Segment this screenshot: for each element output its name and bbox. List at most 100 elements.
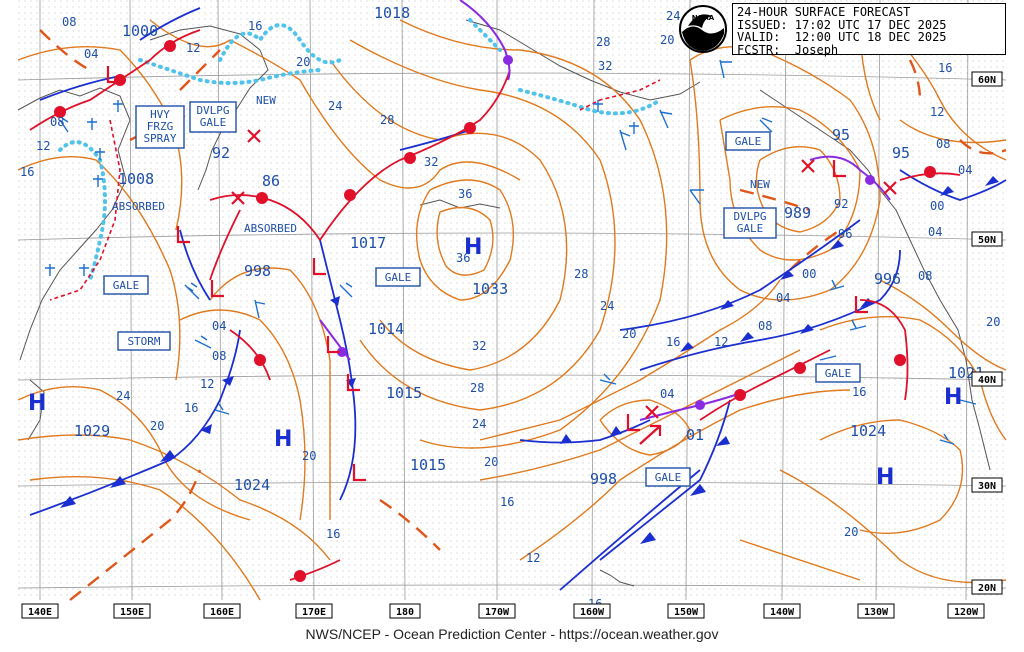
svg-text:140W: 140W [770,607,795,618]
svg-text:40N: 40N [978,375,996,386]
freezing-spray-symbols [45,100,639,276]
footer-credit: NWS/NCEP - Ocean Prediction Center - htt… [305,626,719,642]
svg-text:998: 998 [590,470,617,488]
svg-text:32: 32 [598,59,612,73]
svg-text:86: 86 [262,172,280,190]
warning-text: DVLPG GALE [733,210,766,235]
valid-time: VALID: 12:00 UTC 18 DEC 2025 [737,30,947,44]
map-background [18,0,1006,600]
svg-text:24: 24 [666,9,680,23]
svg-text:1008: 1008 [118,170,154,188]
svg-text:NEW: NEW [750,178,770,191]
warning-boxes: HVY FRZG SPRAY DVLPG GALE GALE STORM GALE G… [103,101,861,487]
svg-text:95: 95 [892,144,910,162]
forecast-header: 24-HOUR SURFACE FORECAST ISSUED: 17:02 UT… [732,3,1006,57]
svg-text:08: 08 [50,115,64,129]
svg-text:04: 04 [84,47,98,61]
svg-text:20N: 20N [978,583,996,594]
svg-text:28: 28 [470,381,484,395]
svg-text:130W: 130W [864,607,889,618]
warning-text: HVY FRZG SPRAY [143,108,176,145]
svg-text:150W: 150W [674,607,699,618]
svg-text:STORM: STORM [127,335,160,348]
high-center: H [274,427,292,452]
warning-box: STORM [117,331,171,351]
noaa-logo-text: NOAA [692,14,715,22]
svg-text:1015: 1015 [386,384,422,402]
svg-text:36: 36 [456,251,470,265]
longitude-labels: 140E 150E 160E 170E 180 170W 160W 150W 1… [21,603,985,619]
svg-text:20: 20 [844,525,858,539]
svg-text:170W: 170W [485,607,510,618]
svg-text:36: 36 [458,187,472,201]
svg-text:996: 996 [874,270,901,288]
svg-text:20: 20 [660,33,674,47]
svg-text:16: 16 [938,61,952,75]
svg-text:28: 28 [596,35,610,49]
svg-text:20: 20 [986,315,1000,329]
high-center: H [28,391,46,416]
svg-text:12: 12 [526,551,540,565]
forecaster: FCSTR: Joseph [737,42,839,57]
svg-text:60N: 60N [978,75,996,86]
svg-text:12: 12 [36,139,50,153]
high-center: H [944,385,962,410]
svg-text:95: 95 [832,126,850,144]
svg-text:04: 04 [212,319,226,333]
svg-text:92: 92 [212,144,230,162]
svg-text:12: 12 [200,377,214,391]
svg-text:20: 20 [484,455,498,469]
wind-barbs [59,59,977,445]
svg-text:08: 08 [918,269,932,283]
svg-text:989: 989 [784,204,811,222]
svg-text:00: 00 [930,199,944,213]
svg-text:08: 08 [212,349,226,363]
svg-text:170E: 170E [302,607,326,618]
svg-text:04: 04 [776,291,790,305]
issued-time: ISSUED: 17:02 UTC 17 DEC 2025 [737,17,947,32]
svg-text:1014: 1014 [368,320,404,338]
svg-text:ABSORBED: ABSORBED [244,222,297,235]
svg-text:GALE: GALE [735,135,762,148]
forecast-title: 24-HOUR SURFACE FORECAST [737,5,911,19]
svg-text:GALE: GALE [385,271,412,284]
svg-text:32: 32 [424,155,438,169]
svg-text:50N: 50N [978,235,996,246]
svg-text:08: 08 [758,319,772,333]
svg-text:1024: 1024 [850,422,886,440]
svg-text:1033: 1033 [472,280,508,298]
svg-text:GALE: GALE [655,471,682,484]
svg-text:28: 28 [380,113,394,127]
svg-text:12: 12 [714,335,728,349]
warning-box: DVLPG GALE [189,101,237,133]
svg-text:140E: 140E [28,607,52,618]
svg-text:150E: 150E [120,607,144,618]
svg-text:20: 20 [150,419,164,433]
svg-text:01: 01 [686,426,704,444]
warning-box: GALE [725,131,771,151]
svg-text:12: 12 [186,41,200,55]
svg-text:16: 16 [184,401,198,415]
svg-text:24: 24 [472,417,486,431]
svg-text:16: 16 [326,527,340,541]
ice-edge [58,18,662,282]
svg-text:160W: 160W [580,607,605,618]
high-center: H [464,235,482,260]
svg-text:24: 24 [328,99,342,113]
svg-text:998: 998 [244,262,271,280]
warning-box: HVY FRZG SPRAY [135,105,185,149]
warning-box: DVLPG GALE [723,207,777,239]
svg-text:32: 32 [472,339,486,353]
storm-tracks [49,79,661,301]
svg-text:NEW: NEW [256,94,276,107]
svg-text:16: 16 [666,335,680,349]
svg-text:1015: 1015 [410,456,446,474]
warning-box: GALE [375,267,421,287]
svg-text:24: 24 [116,389,130,403]
svg-text:08: 08 [62,15,76,29]
latitude-labels: 60N 50N 40N 30N 20N [971,71,1003,595]
svg-text:1018: 1018 [374,4,410,22]
svg-text:04: 04 [928,225,942,239]
svg-text:1029: 1029 [74,422,110,440]
